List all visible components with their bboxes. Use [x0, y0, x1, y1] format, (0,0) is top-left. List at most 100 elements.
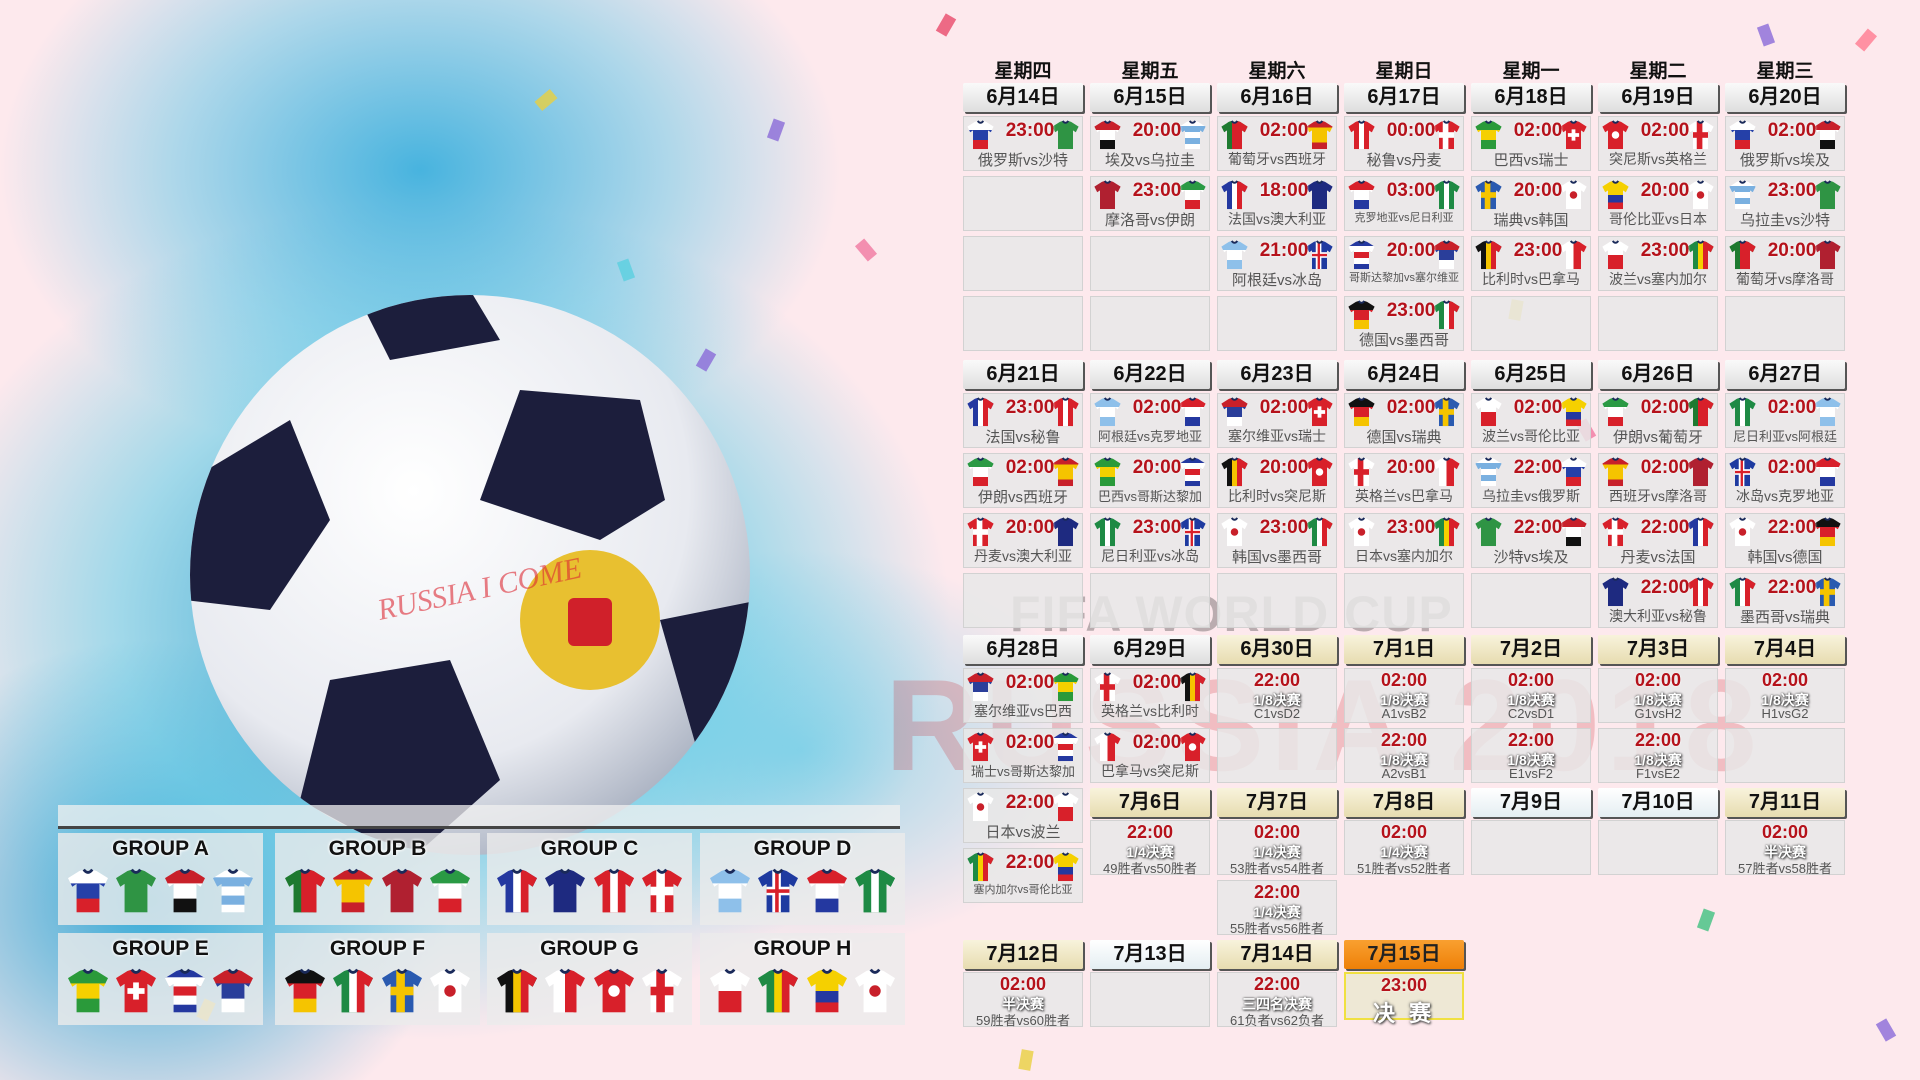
russia-jersey-icon: [967, 120, 994, 155]
match-cell: 02:00 巴西vs瑞士: [1471, 116, 1591, 171]
match-teams: 法国vs秘鲁: [985, 429, 1061, 446]
group-teams: [68, 865, 253, 922]
iran-jersey-icon: [1602, 397, 1629, 432]
date-header: 6月22日: [1090, 360, 1210, 389]
date-header: 7月10日: [1598, 788, 1718, 817]
match-pairing: H1vsG2: [1761, 706, 1809, 721]
match-teams: 塞尔维亚vs巴西: [974, 703, 1072, 719]
brazil-jersey-icon: [1052, 672, 1079, 707]
empty-cell: [1725, 296, 1845, 351]
match-stage: 半决赛: [1764, 844, 1806, 860]
match-stage: 1/4决赛: [1253, 904, 1301, 920]
match-teams: 波兰vs哥伦比亚: [1482, 428, 1580, 444]
peru-jersey-icon: [1052, 397, 1079, 432]
match-cell: 22:00 1/8决赛 C1vsD2: [1217, 668, 1337, 723]
match-time: 22:00: [1253, 670, 1301, 690]
weekday-label: 星期四: [994, 61, 1052, 82]
costarica-jersey-icon: [1348, 240, 1375, 275]
match-teams: 突尼斯vs英格兰: [1609, 151, 1707, 167]
match-stage: 1/8决赛: [1507, 752, 1555, 768]
match-cell: 23:00 法国vs秘鲁: [963, 393, 1083, 448]
match-stage: 1/8决赛: [1507, 692, 1555, 708]
denmark-jersey-icon: [641, 865, 682, 922]
match-pairing: 59胜者vs60胜者: [976, 1013, 1070, 1028]
match-time: 02:00: [999, 974, 1047, 994]
panama-jersey-icon: [545, 965, 586, 1022]
match-cell: 02:00 1/8决赛 C2vsD1: [1471, 668, 1591, 723]
portugal-jersey-icon: [1729, 240, 1756, 275]
confetti-piece: [1756, 23, 1776, 47]
saudi-jersey-icon: [116, 865, 157, 922]
match-stage: 1/4决赛: [1380, 844, 1428, 860]
empty-cell: [963, 176, 1083, 231]
australia-jersey-icon: [1306, 180, 1333, 215]
nigeria-jersey-icon: [854, 865, 895, 922]
panama-jersey-icon: [1433, 457, 1460, 492]
france-jersey-icon: [1687, 517, 1714, 552]
argentina-jersey-icon: [710, 865, 750, 922]
match-teams: 俄罗斯vs埃及: [1739, 152, 1830, 169]
match-teams: 丹麦vs澳大利亚: [974, 548, 1072, 564]
japan-jersey-icon: [967, 792, 994, 827]
match-time: 02:00: [1132, 397, 1182, 418]
match-cell: 22:00 丹麦vs法国: [1598, 513, 1718, 568]
belgium-jersey-icon: [1475, 240, 1502, 275]
senegal-jersey-icon: [1433, 517, 1460, 552]
match-cell: 22:00 1/8决赛 F1vsE2: [1598, 728, 1718, 783]
match-cell: 02:00 1/8决赛 H1vsG2: [1725, 668, 1845, 723]
senegal-jersey-icon: [758, 965, 799, 1022]
match-teams: 克罗地亚vs尼日利亚: [1354, 212, 1454, 224]
match-teams: 沙特vs埃及: [1493, 549, 1569, 566]
portugal-jersey-icon: [285, 865, 325, 922]
match-pairing: 49胜者vs50胜者: [1103, 861, 1197, 876]
croatia-jersey-icon: [1179, 397, 1206, 432]
match-time: 23:00: [1132, 180, 1182, 201]
match-cell: 22:00 沙特vs埃及: [1471, 513, 1591, 568]
match-teams: 澳大利亚vs秘鲁: [1609, 608, 1707, 624]
date-header: 6月25日: [1471, 360, 1591, 389]
match-time: 22:00: [1513, 517, 1563, 538]
poland-jersey-icon: [710, 965, 750, 1022]
match-time: 23:00: [1132, 517, 1182, 538]
match-pairing: A2vsB1: [1381, 766, 1427, 781]
belgium-jersey-icon: [1179, 672, 1206, 707]
match-cell: 22:00 澳大利亚vs秘鲁: [1598, 573, 1718, 628]
japan-jersey-icon: [1687, 180, 1714, 215]
match-time: 20:00: [1640, 180, 1690, 201]
match-teams: 秘鲁vs丹麦: [1366, 152, 1442, 169]
colombia-jersey-icon: [1602, 180, 1629, 215]
match-cell: 20:00 哥伦比亚vs日本: [1598, 176, 1718, 231]
match-pairing: G1vsH2: [1634, 706, 1682, 721]
empty-cell: [1217, 728, 1337, 783]
match-teams: 韩国vs墨西哥: [1231, 549, 1322, 566]
group-title: GROUP E: [112, 937, 209, 960]
morocco-jersey-icon: [1814, 240, 1841, 275]
tunisia-jersey-icon: [593, 965, 634, 1022]
group-title: GROUP D: [753, 837, 852, 860]
match-teams: 阿根廷vs克罗地亚: [1097, 429, 1202, 444]
match-teams: 俄罗斯vs沙特: [977, 152, 1068, 169]
empty-cell: [1090, 296, 1210, 351]
match-time: 23:00: [1386, 517, 1436, 538]
match-time: 02:00: [1761, 670, 1809, 690]
match-cell: 22:00 墨西哥vs瑞典: [1725, 573, 1845, 628]
match-cell: 18:00 法国vs澳大利亚: [1217, 176, 1337, 231]
sweden-jersey-icon: [381, 965, 422, 1022]
tunisia-jersey-icon: [1602, 120, 1629, 155]
morocco-jersey-icon: [1094, 180, 1121, 215]
match-stage: 三四名决赛: [1242, 996, 1312, 1012]
match-cell: 02:00 尼日利亚vs阿根廷: [1725, 393, 1845, 448]
date-header: 7月6日: [1090, 788, 1210, 817]
match-time: 02:00: [1259, 397, 1309, 418]
group-teams: [68, 965, 253, 1022]
england-jersey-icon: [1687, 120, 1714, 155]
match-time: 23:00: [1005, 397, 1055, 418]
match-pairing: 55胜者vs56胜者: [1230, 921, 1324, 936]
egypt-jersey-icon: [164, 865, 205, 922]
date-header: 6月21日: [963, 360, 1083, 389]
match-pairing: C1vsD2: [1253, 706, 1301, 721]
russia-jersey-icon: [68, 865, 108, 922]
argentina-jersey-icon: [1814, 397, 1841, 432]
match-teams: 日本vs波兰: [985, 824, 1061, 841]
denmark-jersey-icon: [1602, 517, 1629, 552]
